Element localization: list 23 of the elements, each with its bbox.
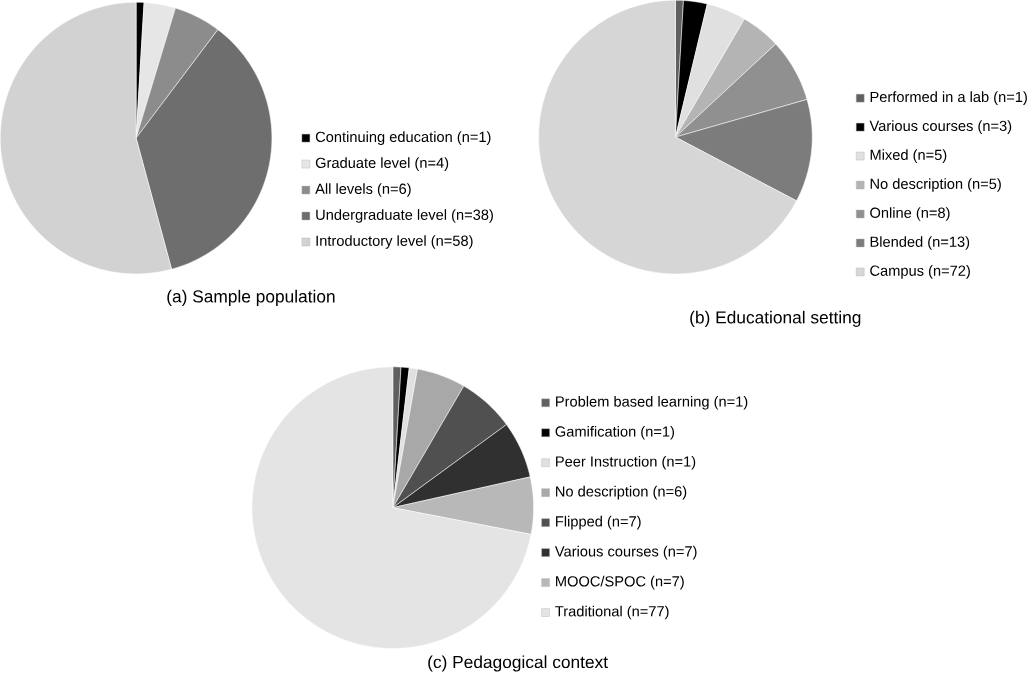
legend-label: Peer Instruction (n=1) <box>556 455 696 470</box>
legend-label: No description (n=6) <box>556 485 687 500</box>
legend-label: Undergraduate level (n=38) <box>316 208 493 223</box>
legend-label: Continuing education (n=1) <box>315 131 491 145</box>
text: (a) Sample population <box>167 289 335 306</box>
legend-label: Mixed (n=5) <box>870 149 947 163</box>
legend-label: Problem based learning (n=1) <box>556 395 748 410</box>
legend-label: Campus (n=72) <box>870 264 970 279</box>
text: (b) Educational setting <box>690 310 861 327</box>
legend-label: No description (n=5) <box>870 178 1001 192</box>
legend-label: Blended (n=13) <box>870 235 970 250</box>
legend-label: Various courses (n=3) <box>869 120 1012 134</box>
legend-label: Introductory level (n=58) <box>316 234 473 249</box>
text: (c) Pedagogical context <box>428 655 608 672</box>
legend-label: Gamification (n=1) <box>555 425 675 440</box>
legend-label: MOOC/SPOC (n=7) <box>556 575 684 590</box>
legend-label: Various courses (n=7) <box>554 545 697 560</box>
legend-label: Graduate level (n=4) <box>315 157 449 171</box>
legend-label: All levels (n=6) <box>315 183 411 197</box>
legend-label: Online (n=8) <box>870 206 950 221</box>
legend-label: Performed in a lab (n=1) <box>870 91 1027 105</box>
legend-label: Traditional (n=77) <box>555 605 669 620</box>
legend-label: Flipped (n=7) <box>556 515 641 530</box>
